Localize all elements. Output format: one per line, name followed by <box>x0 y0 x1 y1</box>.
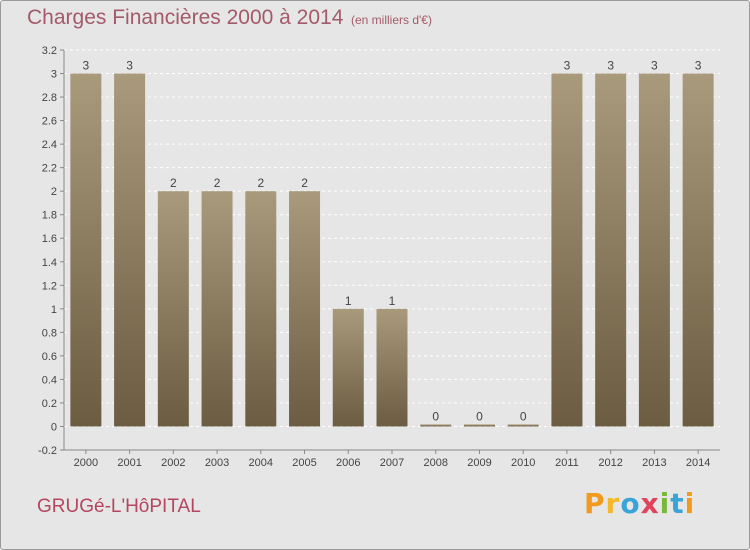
x-tick-label: 2011 <box>555 457 579 469</box>
commune-name: GRUGé-L'HôPITAL <box>37 496 201 517</box>
x-tick-label: 2002 <box>161 457 185 469</box>
x-tick-label: 2013 <box>642 457 666 469</box>
y-tick-label: -0.2 <box>38 445 57 457</box>
data-label: 0 <box>520 409 527 423</box>
bar <box>245 191 277 427</box>
data-label: 2 <box>301 176 308 190</box>
bar <box>201 191 233 427</box>
bar <box>376 308 408 427</box>
bar <box>70 73 102 427</box>
chart-subtitle: (en milliers d'€) <box>351 13 432 27</box>
bar <box>682 73 714 427</box>
data-label: 2 <box>257 176 264 190</box>
y-tick-label: 1.8 <box>42 210 57 222</box>
y-tick-label: 1.4 <box>42 257 57 269</box>
y-tick-label: 1.6 <box>42 233 57 245</box>
x-tick-label: 2008 <box>423 457 447 469</box>
bar <box>595 73 627 427</box>
y-tick-label: 3.2 <box>42 45 57 57</box>
data-labels: 3 3 2 2 2 2 1 1 0 0 0 3 3 3 3 <box>83 59 702 424</box>
x-tick-label: 2006 <box>336 457 360 469</box>
bars <box>70 73 714 427</box>
bar <box>463 424 495 427</box>
y-tick-label: 2.6 <box>42 116 57 128</box>
y-tick-label: 0.2 <box>42 398 57 410</box>
x-tick-label: 2009 <box>467 457 491 469</box>
y-tick-label: 2.2 <box>42 163 57 175</box>
x-tick-label: 2001 <box>117 457 141 469</box>
data-label: 3 <box>83 59 90 73</box>
chart-title: Charges Financières 2000 à 2014 <box>27 6 344 29</box>
data-label: 3 <box>695 59 702 73</box>
x-tick-label: 2004 <box>249 457 273 469</box>
bar <box>114 73 146 427</box>
data-label: 1 <box>345 294 352 308</box>
y-tick-label: 0.6 <box>42 351 57 363</box>
y-tick-label: 2.4 <box>42 139 57 151</box>
x-tick-label: 2007 <box>380 457 404 469</box>
data-label: 3 <box>564 59 571 73</box>
data-label: 3 <box>126 59 133 73</box>
data-label: 2 <box>170 176 177 190</box>
data-label: 2 <box>214 176 221 190</box>
bar <box>638 73 670 427</box>
data-label: 3 <box>651 59 658 73</box>
x-tick-label: 2003 <box>205 457 229 469</box>
y-tick-label: 2 <box>51 186 57 198</box>
x-tick-label: 2005 <box>292 457 316 469</box>
y-tick-label: 3 <box>51 69 57 81</box>
brand-logo: Proxiti <box>584 487 696 520</box>
x-tick-label: 2012 <box>598 457 622 469</box>
y-tick-label: 0 <box>51 421 57 433</box>
axes: -0.2 0 0.2 0.4 0.6 0.8 1 1.2 1.4 1.6 1.8 2 2.2 2.4 2.6… <box>38 45 720 469</box>
bar <box>420 424 452 427</box>
y-tick-label: 1 <box>51 304 57 316</box>
bar <box>551 73 583 427</box>
data-label: 3 <box>607 59 614 73</box>
x-tick-label: 2014 <box>686 457 710 469</box>
x-tick-label: 2010 <box>511 457 535 469</box>
bar <box>289 191 321 427</box>
y-tick-label: 0.4 <box>42 374 57 386</box>
bar <box>507 424 539 427</box>
data-label: 1 <box>389 294 396 308</box>
y-tick-label: 0.8 <box>42 327 57 339</box>
y-tick-label: 1.2 <box>42 280 57 292</box>
data-label: 0 <box>432 409 439 423</box>
x-tick-label: 2000 <box>74 457 98 469</box>
data-label: 0 <box>476 409 483 423</box>
bar <box>332 308 364 427</box>
bar <box>157 191 189 427</box>
y-tick-label: 2.8 <box>42 92 57 104</box>
